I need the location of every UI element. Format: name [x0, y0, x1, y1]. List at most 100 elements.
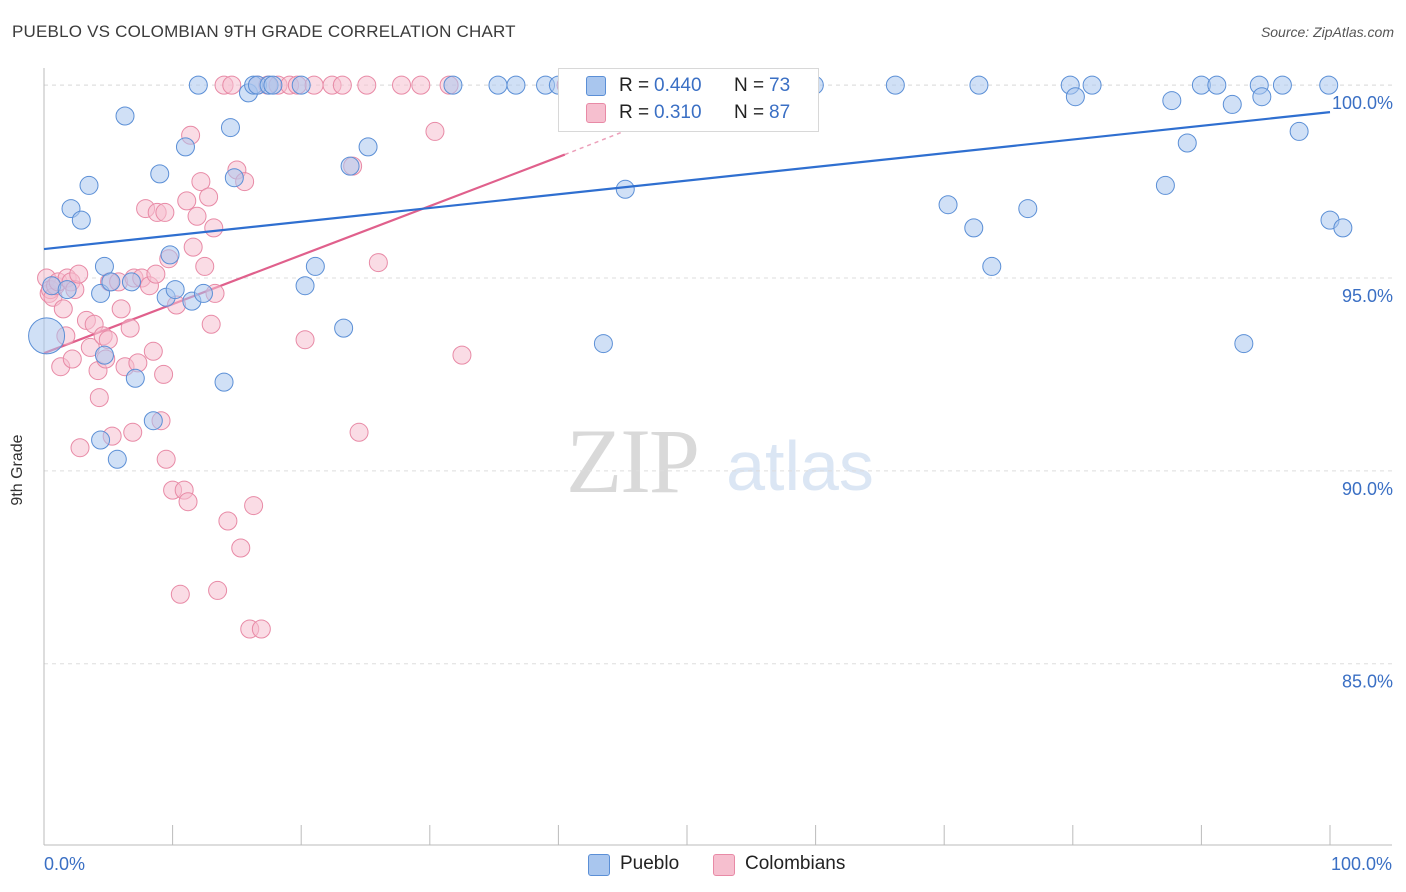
pueblo-point [91, 430, 111, 450]
source-credit: Source: ZipAtlas.com [1260, 24, 1394, 40]
colombians-point [62, 349, 82, 369]
x-tick-label: 100.0% [1331, 854, 1392, 874]
pueblo-point [160, 245, 180, 265]
pueblo-point [57, 280, 77, 300]
x-tick-label: 0.0% [44, 854, 85, 874]
pueblo-point [964, 218, 984, 238]
pueblo-point [295, 276, 315, 296]
pueblo-point [1018, 199, 1038, 219]
legend-r-label: R = [619, 102, 650, 123]
stats-legend: R = 0.440 N = 73 R = 0.310 N = 87 [558, 68, 819, 132]
y-tick-label: 90.0% [1342, 479, 1393, 499]
colombians-point [201, 314, 221, 334]
colombians-point [349, 422, 369, 442]
pueblo-point [220, 118, 240, 138]
colombians-point [120, 318, 140, 338]
colombians-point [195, 256, 215, 276]
pueblo-point [506, 75, 526, 95]
colombians-point [208, 580, 228, 600]
colombians-point [156, 449, 176, 469]
pueblo-swatch-icon [588, 854, 610, 876]
y-tick-label: 85.0% [1342, 672, 1393, 692]
pueblo-point [593, 334, 613, 354]
pueblo-point [1234, 334, 1254, 354]
pueblo-point [615, 179, 635, 199]
pueblo-point [1155, 175, 1175, 195]
colombians-point [111, 299, 131, 319]
colombians-point [452, 345, 472, 365]
colombians-point [357, 75, 377, 95]
pueblo-point [358, 137, 378, 157]
legend-r-value: 0.310 [654, 102, 702, 123]
colombians-point [332, 75, 352, 95]
colombians-point [244, 496, 264, 516]
legend-label-pueblo: Pueblo [620, 853, 680, 874]
x-tick-labels: 0.0% 100.0% [44, 854, 1392, 874]
pueblo-point [982, 256, 1002, 276]
pueblo-point [340, 156, 360, 176]
pueblo-trend-segment [43, 111, 1331, 251]
colombians-points [37, 75, 576, 639]
colombians-point [199, 187, 219, 207]
colombians-point [204, 218, 224, 238]
colombians-point [143, 341, 163, 361]
pueblo-point [121, 272, 141, 292]
colombians-point [53, 299, 73, 319]
colombians-point [411, 75, 431, 95]
y-tick-label: 95.0% [1342, 286, 1393, 306]
pueblo-points [28, 75, 1353, 469]
pueblo-point [107, 449, 127, 469]
legend-r-label: R = [619, 75, 650, 96]
pueblo-point [1222, 94, 1242, 114]
pueblo-point [224, 168, 244, 188]
colombians-point [231, 538, 251, 558]
colombians-point [218, 511, 238, 531]
legend-n-label: N = [734, 102, 765, 123]
pueblo-trend-line [43, 111, 1331, 251]
colombians-swatch-icon [586, 103, 606, 123]
pueblo-point [1333, 218, 1353, 238]
colombians-point [89, 388, 109, 408]
pueblo-point [263, 75, 283, 95]
pueblo-point [1162, 91, 1182, 111]
pueblo-point [71, 210, 91, 230]
watermark-zip: ZIP [566, 410, 698, 512]
pueblo-point [969, 75, 989, 95]
legend-n-value: 73 [769, 75, 791, 96]
pueblo-point [115, 106, 135, 126]
colombians-point [425, 121, 445, 141]
colombians-point [187, 206, 207, 226]
pueblo-point [938, 195, 958, 215]
pueblo-point [885, 75, 905, 95]
legend-r-value: 0.440 [654, 75, 702, 96]
pueblo-point [1272, 75, 1292, 95]
pueblo-point [1252, 87, 1272, 107]
colombians-point [154, 364, 174, 384]
axes [43, 68, 1392, 846]
pueblo-point [150, 164, 170, 184]
pueblo-point [214, 372, 234, 392]
pueblo-point [488, 75, 508, 95]
pueblo-point [305, 256, 325, 276]
pueblo-point [94, 345, 114, 365]
colombians-point [295, 330, 315, 350]
y-tick-label: 100.0% [1332, 93, 1393, 113]
colombians-point [155, 202, 175, 222]
pueblo-point [28, 317, 66, 355]
pueblo-swatch-icon [586, 76, 606, 96]
watermark: ZIP atlas [566, 410, 874, 512]
pueblo-point [291, 75, 311, 95]
colombians-point [146, 264, 166, 284]
chart-title: PUEBLO VS COLOMBIAN 9TH GRADE CORRELATIO… [12, 22, 516, 41]
pueblo-point [79, 175, 99, 195]
series-legend: Pueblo Colombians [0, 852, 1406, 880]
colombians-point [392, 75, 412, 95]
pueblo-point [1289, 121, 1309, 141]
pueblo-point [193, 283, 213, 303]
pueblo-point [1207, 75, 1227, 95]
watermark-atlas: atlas [726, 427, 874, 505]
pueblo-point [1082, 75, 1102, 95]
pueblo-point [334, 318, 354, 338]
pueblo-point [175, 137, 195, 157]
